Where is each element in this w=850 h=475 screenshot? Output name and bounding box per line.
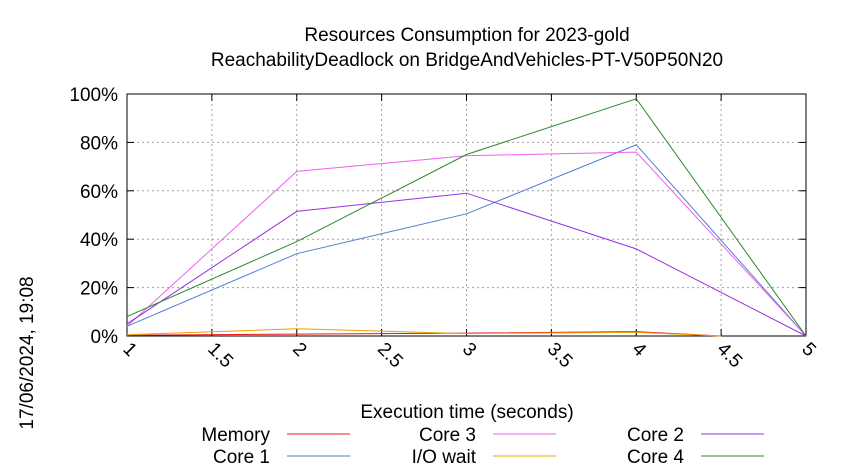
series-line-i-o-wait — [126, 328, 722, 337]
chart-title-line2: ReachabilityDeadlock on BridgeAndVehicle… — [211, 50, 723, 71]
y-tick-label: 60% — [80, 182, 118, 203]
x-tick-label: 4.5 — [713, 339, 747, 373]
x-tick-label: 2.5 — [373, 339, 407, 373]
x-tick-label: 4 — [628, 339, 651, 362]
grid-lines — [127, 94, 806, 336]
legend-label-core-3: Core 3 — [419, 425, 476, 446]
y-tick-label: 20% — [80, 279, 118, 300]
series-line-core-4 — [126, 98, 807, 337]
legend-label-i-o-wait: I/O wait — [412, 447, 477, 468]
series-line-core-2 — [126, 192, 807, 337]
y-tick-label: 40% — [80, 230, 118, 251]
chart-title-line1: Resources Consumption for 2023-gold — [304, 25, 629, 46]
x-tick-label: 1 — [118, 339, 140, 361]
x-axis-label: Execution time (seconds) — [360, 402, 573, 423]
y-tick-label: 100% — [69, 85, 118, 106]
series-lines — [126, 98, 807, 337]
y-tick-label: 80% — [80, 133, 118, 154]
y-tick-label: 0% — [91, 327, 119, 348]
x-tick-label: 3.5 — [543, 339, 577, 373]
legend-label-core-1: Core 1 — [213, 447, 270, 468]
x-tick-label: 5 — [797, 339, 819, 361]
x-tick-label: 3 — [458, 339, 480, 361]
timestamp-label: 17/06/2024, 19:08 — [17, 276, 38, 429]
legend-label-core-4: Core 4 — [627, 447, 684, 468]
x-tick-label: 2 — [288, 339, 310, 361]
series-line-core-1 — [126, 144, 807, 337]
legend-label-memory: Memory — [201, 425, 270, 446]
legend-label-core-2: Core 2 — [627, 425, 684, 446]
series-line-core-3 — [126, 151, 807, 337]
x-tick-label: 1.5 — [203, 339, 237, 373]
